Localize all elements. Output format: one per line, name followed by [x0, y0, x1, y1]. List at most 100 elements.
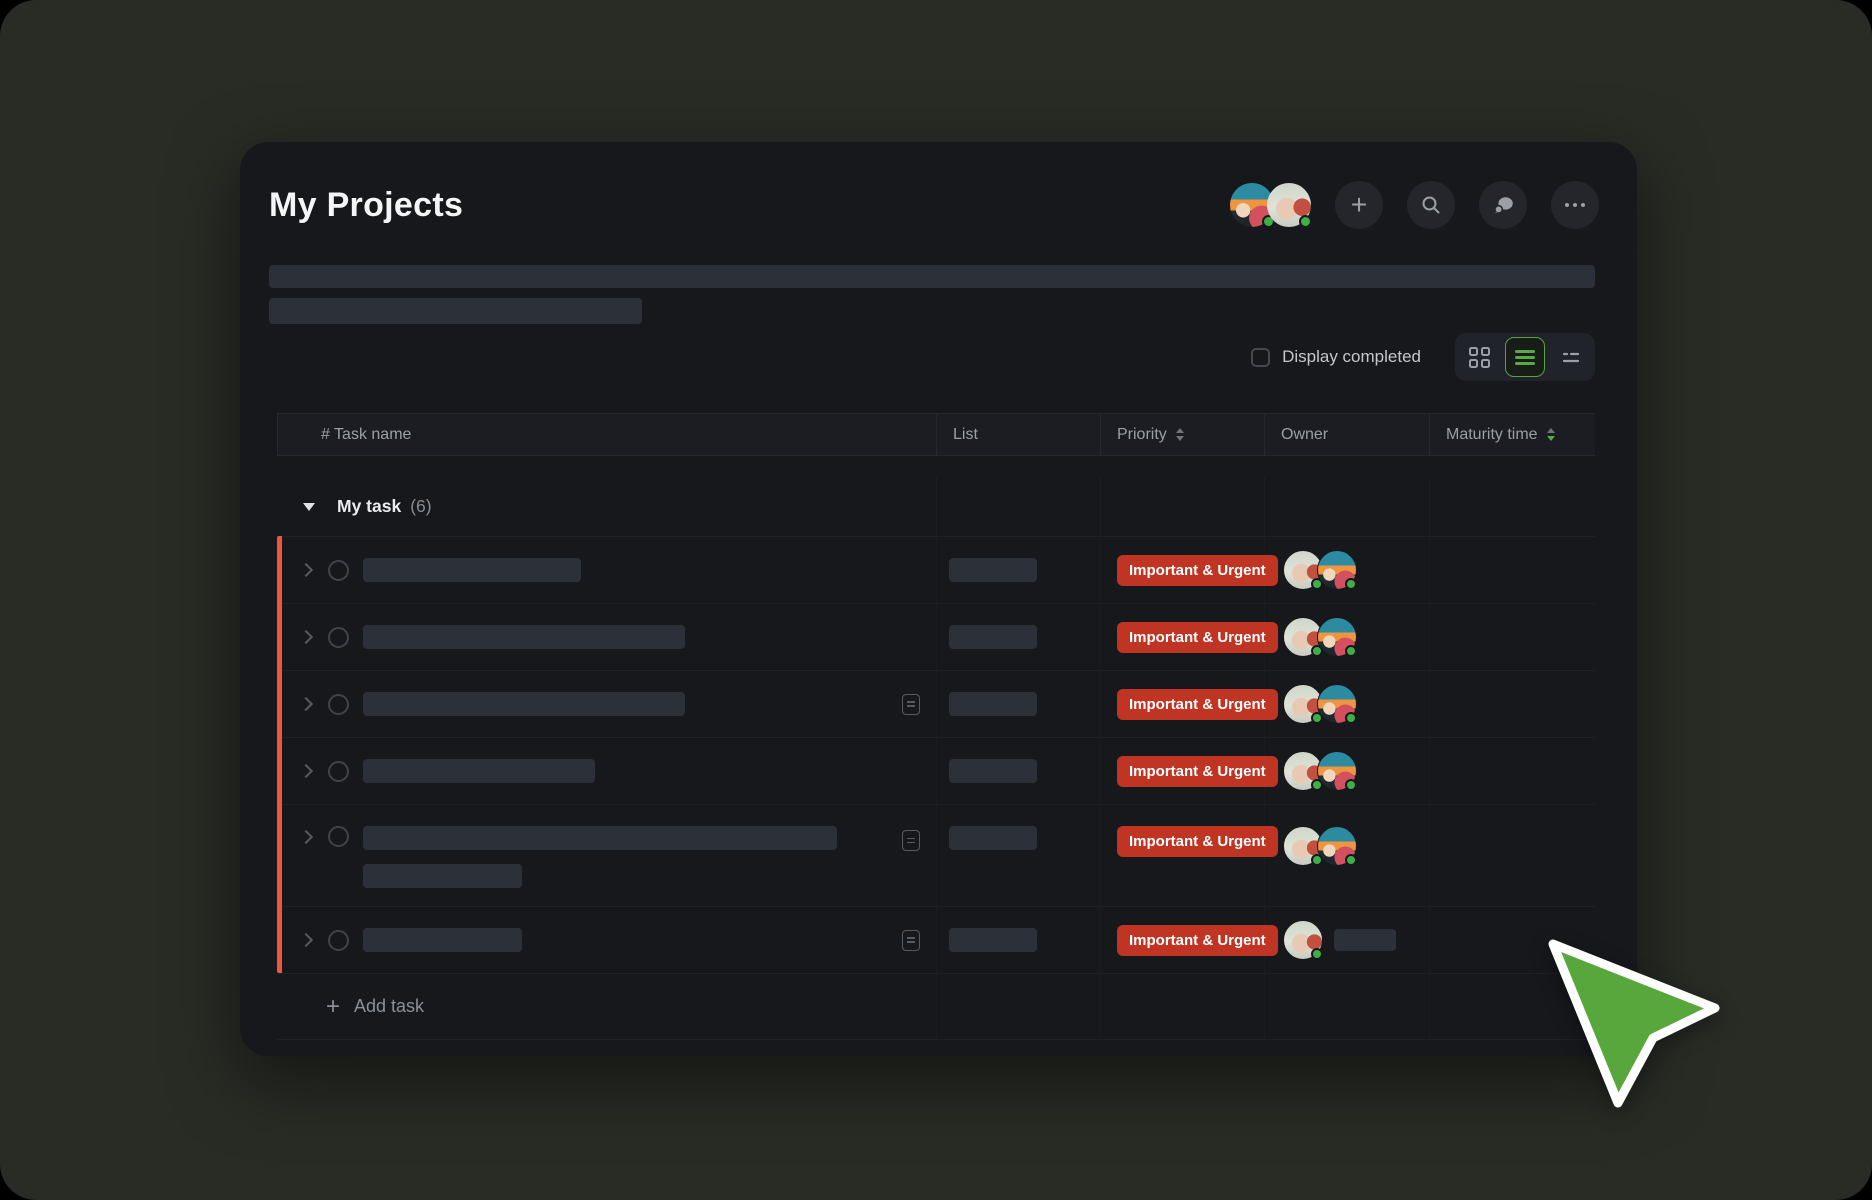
- priority-badge[interactable]: Important & Urgent: [1117, 688, 1278, 720]
- task-row[interactable]: Important & Urgent: [277, 906, 1595, 973]
- task-status-circle[interactable]: [328, 826, 349, 847]
- note-icon: [902, 693, 920, 715]
- priority-badge[interactable]: Important & Urgent: [1117, 826, 1278, 857]
- sort-lines-icon: [1562, 352, 1580, 363]
- list-cell: [937, 738, 1101, 804]
- member-avatars[interactable]: [1230, 183, 1312, 228]
- chat-button[interactable]: [1479, 181, 1527, 229]
- group-accent-strip: [277, 536, 282, 973]
- list-view-button[interactable]: [1505, 337, 1545, 377]
- list-skeleton: [949, 558, 1037, 582]
- maturity-time-cell: [1430, 604, 1595, 670]
- priority-cell: Important & Urgent: [1101, 537, 1278, 603]
- owner-name-skeleton: [1334, 929, 1396, 951]
- expand-chevron-icon[interactable]: [298, 829, 314, 845]
- display-completed-checkbox[interactable]: [1251, 347, 1271, 367]
- sort-view-button[interactable]: [1551, 337, 1591, 377]
- task-title-skeleton: [363, 826, 837, 888]
- avatar-anime[interactable]: [1317, 550, 1357, 590]
- list-skeleton: [949, 625, 1037, 649]
- online-status-dot: [1345, 779, 1357, 791]
- search-button[interactable]: [1407, 181, 1455, 229]
- priority-badge[interactable]: Important & Urgent: [1117, 621, 1278, 653]
- avatar-baby[interactable]: [1267, 183, 1312, 228]
- header-actions: +: [1230, 181, 1599, 229]
- owner-cell: [1265, 907, 1430, 973]
- expand-chevron-icon[interactable]: [298, 696, 314, 712]
- maturity-time-cell: [1430, 738, 1595, 804]
- priority-badge[interactable]: Important & Urgent: [1117, 924, 1278, 956]
- task-row[interactable]: Important & Urgent: [277, 603, 1595, 670]
- cursor-pointer: [1548, 939, 1720, 1108]
- list-skeleton: [949, 759, 1037, 783]
- expand-chevron-icon[interactable]: [298, 932, 314, 948]
- task-status-circle[interactable]: [328, 626, 349, 648]
- task-status-circle[interactable]: [328, 929, 349, 951]
- column-header-maturity-time[interactable]: Maturity time: [1430, 414, 1595, 455]
- display-completed-label: Display completed: [1282, 347, 1421, 366]
- skeleton-bar: [363, 625, 685, 649]
- add-task-label: Add task: [354, 996, 425, 1016]
- grid-icon: [1468, 346, 1490, 368]
- owner-cell: [1265, 537, 1430, 603]
- task-rows: Important & Urgent Important & Urgent Impo…: [277, 536, 1595, 973]
- column-header-list[interactable]: List: [937, 414, 1101, 455]
- add-task-button[interactable]: + Add task: [277, 974, 937, 1039]
- task-row[interactable]: Important & Urgent: [277, 670, 1595, 737]
- table-body: My task (6) Important & Urgent Important …: [277, 477, 1595, 1040]
- column-header-priority[interactable]: Priority: [1101, 414, 1265, 455]
- task-name-cell: [277, 805, 937, 906]
- list-cell: [937, 671, 1101, 737]
- expand-chevron-icon[interactable]: [298, 629, 314, 645]
- task-title-skeleton: [363, 625, 685, 649]
- list-toolbar: Display completed: [1251, 333, 1595, 381]
- expand-chevron-icon[interactable]: [298, 562, 314, 578]
- group-label: My task: [337, 496, 402, 516]
- online-status-dot: [1345, 854, 1357, 866]
- task-row[interactable]: Important & Urgent: [277, 804, 1595, 906]
- list-cell: [937, 604, 1101, 670]
- task-status-circle[interactable]: [328, 693, 349, 715]
- page-title: My Projects: [269, 186, 464, 224]
- online-status-dot: [1311, 948, 1323, 960]
- add-task-row[interactable]: + Add task: [277, 973, 1595, 1040]
- owner-cell: [1265, 805, 1430, 906]
- task-name-cell: [277, 537, 937, 603]
- task-name-cell: [277, 604, 937, 670]
- column-header-owner[interactable]: Owner: [1265, 414, 1430, 455]
- task-row[interactable]: Important & Urgent: [277, 536, 1595, 603]
- task-row[interactable]: Important & Urgent: [277, 737, 1595, 804]
- task-title-skeleton: [363, 928, 522, 952]
- avatar-anime[interactable]: [1317, 751, 1357, 791]
- avatar-baby[interactable]: [1283, 920, 1323, 960]
- priority-cell: Important & Urgent: [1101, 671, 1278, 737]
- task-table: # Task name List Priority Owner Maturity…: [277, 413, 1595, 1040]
- avatar-anime[interactable]: [1317, 684, 1357, 724]
- avatar-anime[interactable]: [1317, 826, 1357, 866]
- description-skeleton-line: [269, 298, 642, 324]
- group-count: (6): [410, 496, 432, 516]
- skeleton-bar: [363, 692, 685, 716]
- avatar-anime[interactable]: [1317, 617, 1357, 657]
- column-header-task-name[interactable]: # Task name: [277, 414, 937, 455]
- sort-icon[interactable]: [1175, 428, 1184, 441]
- task-title-skeleton: [363, 759, 595, 783]
- priority-badge[interactable]: Important & Urgent: [1117, 554, 1278, 586]
- plus-icon: +: [1350, 189, 1368, 220]
- skeleton-bar: [363, 928, 522, 952]
- add-button[interactable]: +: [1335, 181, 1383, 229]
- expand-chevron-icon[interactable]: [298, 763, 314, 779]
- display-completed-control: Display completed: [1251, 347, 1421, 367]
- task-status-circle[interactable]: [328, 559, 349, 581]
- sort-icon[interactable]: [1546, 428, 1555, 441]
- list-cell: [937, 805, 1101, 906]
- more-button[interactable]: [1551, 181, 1599, 229]
- collapse-arrow-icon[interactable]: [303, 502, 315, 511]
- task-status-circle[interactable]: [328, 760, 349, 782]
- online-status-dot: [1345, 712, 1357, 724]
- priority-badge[interactable]: Important & Urgent: [1117, 755, 1278, 787]
- online-status-dot: [1299, 215, 1312, 228]
- grid-view-button[interactable]: [1459, 337, 1499, 377]
- task-group-row[interactable]: My task (6): [277, 477, 1595, 536]
- task-name-cell: [277, 671, 937, 737]
